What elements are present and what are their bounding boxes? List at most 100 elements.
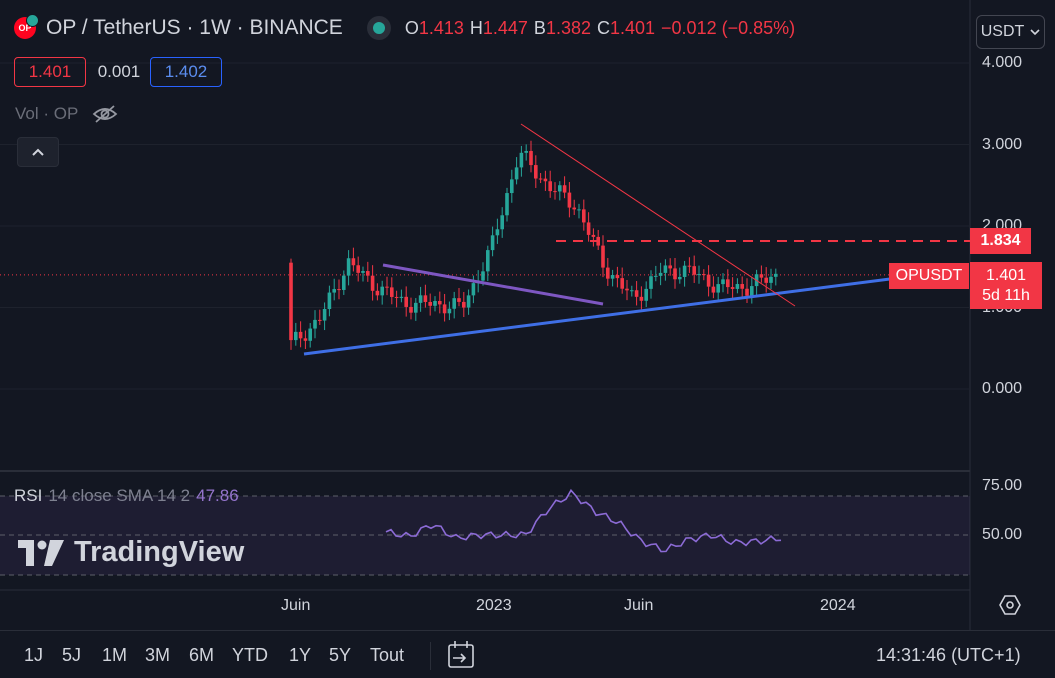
candle-body <box>294 331 298 341</box>
candle-body <box>366 271 370 276</box>
candle-body <box>505 193 509 216</box>
candle-body <box>730 287 735 289</box>
trend-drawings <box>303 123 970 356</box>
price-tick: 4.000 <box>982 54 1023 71</box>
candle-body <box>519 152 524 168</box>
candle-body <box>577 209 581 211</box>
rsi-value: 47.86 <box>196 486 239 505</box>
candle-body <box>346 258 351 276</box>
candle-body <box>726 279 730 288</box>
candle-body <box>706 274 711 287</box>
last-price-tag: 1.401 5d 11h <box>970 262 1042 309</box>
clock-timezone[interactable]: 14:31:46 (UTC+1) <box>876 645 1021 665</box>
currency-select[interactable]: USDT <box>976 15 1045 49</box>
range-button-5d[interactable]: 5J <box>62 645 82 665</box>
market-open-indicator-icon <box>372 22 385 34</box>
candle-body <box>601 245 605 268</box>
sell-price-button[interactable]: 1.401 <box>14 57 86 87</box>
op-token-icon: OP <box>14 14 39 39</box>
rsi-legend[interactable]: RSI 14 close SMA 14 2 47.86 <box>14 486 239 506</box>
candle-body <box>313 319 317 329</box>
buy-price-button[interactable]: 1.402 <box>150 57 222 87</box>
resistance-trendline <box>520 123 796 307</box>
candle-body <box>442 304 447 314</box>
candle-body <box>385 286 389 288</box>
rsi-tick: 50.00 <box>982 526 1023 543</box>
candle-body <box>409 306 413 313</box>
rsi-tick: 75.00 <box>982 477 1023 494</box>
collapse-legend-button[interactable] <box>17 137 59 167</box>
candle-body <box>625 288 629 291</box>
range-button-1d[interactable]: 1J <box>24 645 44 665</box>
candle-body <box>308 328 312 341</box>
candle-body <box>716 284 720 293</box>
candle-body <box>390 287 394 297</box>
candle-body <box>428 301 432 306</box>
candle-body <box>606 267 610 279</box>
candle-body <box>514 167 519 180</box>
last-price-value: 1.401 <box>985 266 1027 284</box>
volume-legend[interactable]: Vol · OP <box>15 104 118 124</box>
candle-body <box>495 229 500 236</box>
candle-body <box>500 215 504 230</box>
candle-body <box>759 274 764 278</box>
price-tick: 0.000 <box>982 380 1023 397</box>
date-range-icon[interactable] <box>447 640 475 670</box>
candle-body <box>615 275 620 279</box>
symbol-legend[interactable]: OP OP / TetherUS · 1W · BINANCE O1.413 H… <box>14 14 796 40</box>
candle-body <box>423 295 428 302</box>
candle-body <box>572 207 576 210</box>
time-label: 2024 <box>820 597 856 614</box>
candle-body <box>447 308 452 314</box>
candle-body <box>692 266 696 275</box>
candle-body <box>524 150 528 153</box>
candle-body <box>702 274 706 276</box>
tradingview-logo-icon <box>18 539 64 566</box>
symbol-title[interactable]: OP / TetherUS · 1W · BINANCE <box>46 16 343 39</box>
eye-hidden-icon[interactable] <box>92 104 118 124</box>
candle-body <box>370 275 375 291</box>
rsi-name: RSI <box>14 486 43 505</box>
range-button-1y[interactable]: 1Y <box>289 645 312 665</box>
candle-body <box>529 150 533 166</box>
candle-body <box>548 181 552 192</box>
horizontal-level-label[interactable]: 1.834 <box>970 228 1031 254</box>
axis-settings-icon[interactable] <box>999 594 1021 616</box>
range-button-3m[interactable]: 3M <box>145 645 171 665</box>
candle-body <box>318 319 322 321</box>
range-button-all[interactable]: Tout <box>370 645 405 665</box>
candle-body <box>586 222 591 235</box>
candle-body <box>711 286 716 293</box>
time-label: 2023 <box>476 597 512 614</box>
rsi-params: 14 close SMA 14 2 <box>48 486 191 505</box>
candle-body <box>433 300 437 306</box>
candle-body <box>721 279 725 285</box>
candle-body <box>687 265 692 267</box>
candle-body <box>543 178 548 182</box>
candle-body <box>558 185 562 192</box>
candle-body <box>658 272 663 276</box>
ohlc-values: O1.413 H1.447 B1.382 C1.401 −0.012 (−0.8… <box>404 17 796 38</box>
candle-body <box>663 265 668 273</box>
range-button-6m[interactable]: 6M <box>189 645 215 665</box>
price-chart[interactable] <box>0 0 1055 630</box>
bar-countdown: 5d 11h <box>982 286 1030 304</box>
candle-body <box>634 290 639 297</box>
candle-body <box>322 309 327 321</box>
range-button-1m[interactable]: 1M <box>102 645 128 665</box>
candle-body <box>394 296 399 298</box>
tradingview-wordmark: TradingView <box>74 536 245 568</box>
rsi-series-line <box>385 488 782 553</box>
candle-body <box>380 286 384 296</box>
candle-body <box>682 265 687 277</box>
candle-body <box>534 165 538 179</box>
candle-body <box>649 276 653 289</box>
candle-body <box>591 234 596 237</box>
candle-body <box>630 290 634 292</box>
range-button-5y[interactable]: 5Y <box>329 645 352 665</box>
tradingview-watermark[interactable]: TradingView <box>18 536 244 569</box>
range-button-ytd[interactable]: YTD <box>232 645 268 665</box>
candle-body <box>654 275 658 277</box>
toolbar-divider <box>430 642 431 670</box>
candle-body <box>538 178 543 180</box>
